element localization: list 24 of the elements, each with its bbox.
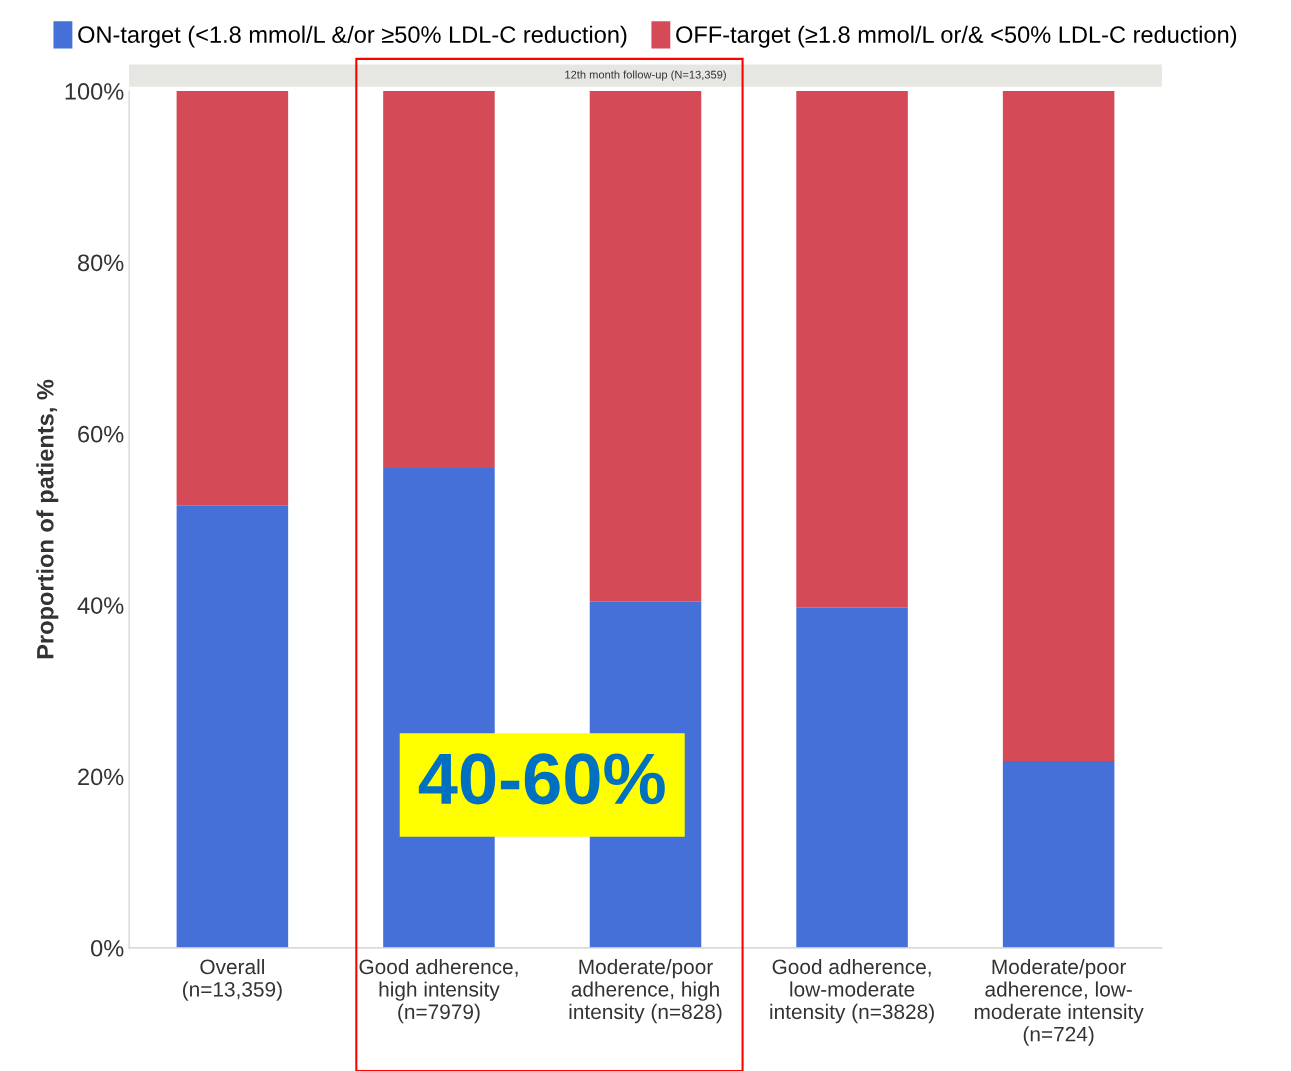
bar: [1002, 761, 1115, 948]
bar: [796, 91, 908, 608]
bar: [176, 505, 289, 948]
bar: [383, 91, 495, 469]
x-tick-label: Moderate/poor adherence, low- moderate intensity (n=724): [974, 958, 1144, 1046]
y-tick-label: 60%: [78, 425, 124, 443]
y-tick-label: 100%: [65, 83, 124, 100]
x-tick-label: Moderate/poor adherence, high intensity (n=828): [569, 958, 722, 1024]
legend-label: OFF-target (≥1.8 mmol/L or/& <50% LDL-C reduction): [676, 25, 1237, 48]
bar: [589, 91, 702, 602]
bar: [1002, 91, 1115, 762]
annotation: 40-60%: [418, 753, 665, 805]
chart-subtitle: 12th month follow-up (N=13,359): [565, 70, 726, 81]
y-tick-label: 20%: [78, 768, 124, 786]
bar: [176, 91, 289, 506]
x-tick-label: Good adherence, low-moderate intensity (n=3828): [770, 958, 934, 1024]
y-tick-label: 80%: [78, 254, 124, 272]
legend-label: ON-target (<1.8 mmol/L &/or ≥50% LDL-C reduction): [78, 25, 627, 48]
y-tick-label: 40%: [77, 597, 124, 614]
y-axis-title: Proportion of patients, %: [36, 379, 59, 659]
bar: [796, 607, 908, 948]
x-tick-label: Good adherence, high intensity (n=7979): [359, 958, 518, 1024]
y-tick-label: 0%: [91, 939, 124, 957]
x-tick-label: Overall (n=13,359): [183, 958, 282, 1001]
